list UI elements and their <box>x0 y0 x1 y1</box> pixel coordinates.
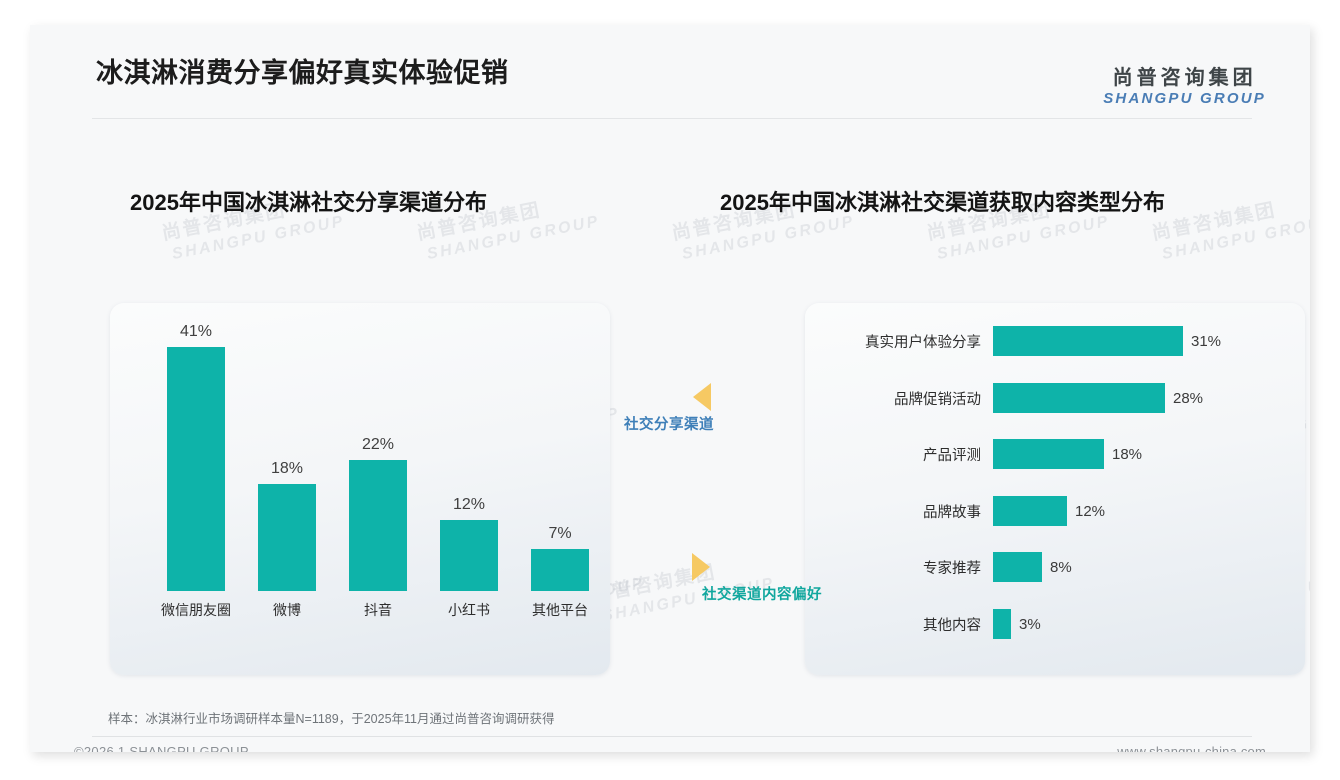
column-value-label: 22% <box>361 436 395 453</box>
bar-value-label: 12% <box>1075 502 1106 520</box>
bar-row: 品牌促销活动 28% <box>830 376 1300 420</box>
column-bar[interactable] <box>167 347 225 591</box>
bar-fill[interactable] <box>993 496 1067 526</box>
bar-category-label: 专家推荐 <box>923 560 981 577</box>
triangle-left-icon <box>693 383 711 411</box>
bar-fill[interactable] <box>993 439 1104 469</box>
bar-value-label: 8% <box>1050 558 1072 576</box>
header-divider <box>92 118 1252 119</box>
bar-row: 其他内容 3% <box>830 602 1300 646</box>
callout-content-preference: 社交渠道内容偏好 <box>692 553 822 604</box>
column-value-label: 41% <box>179 323 213 340</box>
column-category-label: 其他平台 <box>532 602 588 618</box>
bar-fill[interactable] <box>993 383 1165 413</box>
column-bar[interactable] <box>531 549 589 591</box>
content-type-bar-chart: 真实用户体验分享 31% 品牌促销活动 28% 产品评测 18% 品牌故事 12% 专家推荐 8%… <box>830 319 1300 649</box>
bar-value-label: 18% <box>1112 445 1143 463</box>
footer-divider <box>92 736 1252 737</box>
slide-header: 冰淇淋消费分享偏好真实体验促销 尚普咨询集团 SHANGPU GROUP <box>30 25 1310 119</box>
triangle-right-icon <box>692 553 710 581</box>
column-category-label: 抖音 <box>364 602 392 618</box>
column-bar[interactable] <box>349 460 407 591</box>
column-category-label: 微博 <box>273 602 301 618</box>
column-group: 12% 小红书 <box>423 496 515 618</box>
column-group: 7% 其他平台 <box>514 525 606 618</box>
bar-category-label: 真实用户体验分享 <box>865 334 981 351</box>
bar-category-label: 品牌促销活动 <box>894 391 981 408</box>
bar-category-label: 品牌故事 <box>923 504 981 521</box>
social-share-channel-column-chart: 41% 微信朋友圈 18% 微博 22% 抖音 12% 小红书 7% 其他平台 <box>110 295 610 625</box>
brand-logo-en: SHANGPU GROUP <box>1103 90 1266 107</box>
column-value-label: 7% <box>548 525 572 542</box>
bar-value-label: 28% <box>1173 389 1204 407</box>
bar-row: 专家推荐 8% <box>830 545 1300 589</box>
bar-value-label: 31% <box>1191 332 1222 350</box>
bar-row: 产品评测 18% <box>830 432 1300 476</box>
slide-card: 冰淇淋消费分享偏好真实体验促销 尚普咨询集团 SHANGPU GROUP 尚普咨… <box>30 25 1310 752</box>
column-category-label: 小红书 <box>448 602 490 618</box>
chart-title-left: 2025年中国冰淇淋社交分享渠道分布 <box>130 190 487 215</box>
bar-category-label: 其他内容 <box>923 617 981 634</box>
column-group: 18% 微博 <box>241 460 333 618</box>
column-group: 41% 微信朋友圈 <box>150 323 242 618</box>
chart-title-right: 2025年中国冰淇淋社交渠道获取内容类型分布 <box>720 190 1165 215</box>
bar-fill[interactable] <box>993 326 1183 356</box>
callout-social-share-channel: 社交分享渠道 <box>624 383 714 434</box>
column-bar[interactable] <box>440 520 498 591</box>
bar-fill[interactable] <box>993 552 1042 582</box>
bar-category-label: 产品评测 <box>923 447 981 464</box>
footer-copyright: ©2026.1 SHANGPU GROUP <box>74 744 249 752</box>
column-group: 22% 抖音 <box>332 436 424 618</box>
chart-panel-right <box>805 303 1305 675</box>
bar-row: 真实用户体验分享 31% <box>830 319 1300 363</box>
brand-logo-cn: 尚普咨询集团 <box>1112 67 1257 89</box>
bar-fill[interactable] <box>993 609 1011 639</box>
callout-content-preference-label: 社交渠道内容偏好 <box>702 587 822 603</box>
footer-website: www.shangpu-china.com <box>1117 744 1266 752</box>
callout-social-share-channel-label: 社交分享渠道 <box>624 417 714 433</box>
column-bar[interactable] <box>258 484 316 591</box>
bar-row: 品牌故事 12% <box>830 489 1300 533</box>
brand-logo: 尚普咨询集团 SHANGPU GROUP <box>1103 67 1266 108</box>
sample-footnote: 样本：冰淇淋行业市场调研样本量N=1189，于2025年11月通过尚普咨询调研获… <box>108 712 555 726</box>
bar-value-label: 3% <box>1019 615 1041 633</box>
column-category-label: 微信朋友圈 <box>161 602 231 618</box>
column-value-label: 12% <box>452 496 486 513</box>
column-value-label: 18% <box>270 460 304 477</box>
page-title: 冰淇淋消费分享偏好真实体验促销 <box>96 58 509 88</box>
